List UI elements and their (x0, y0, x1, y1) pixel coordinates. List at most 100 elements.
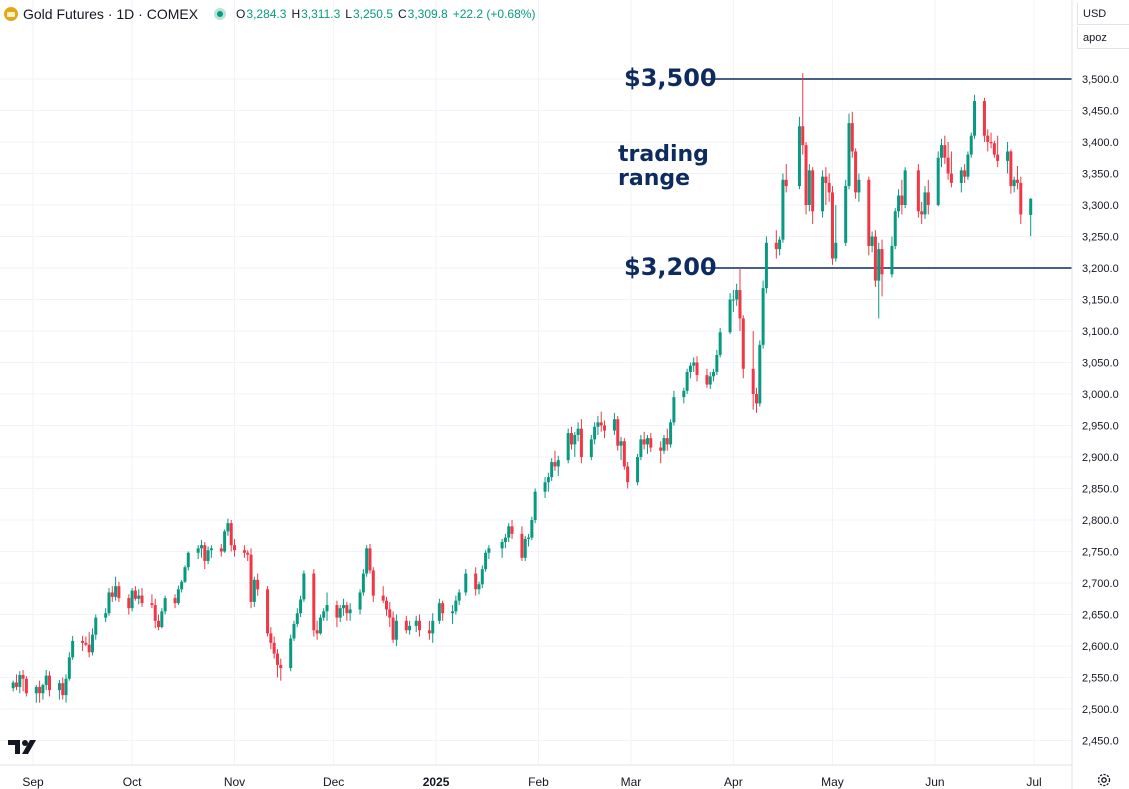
candle-body (358, 592, 362, 610)
symbol-title[interactable]: Gold Futures · 1D · COMEX (23, 6, 199, 22)
time-axis[interactable]: Sep Oct Nov Dec 2025 Feb Mar Apr May Jun Jul (0, 764, 1072, 789)
candle-body (480, 569, 484, 585)
candle-body (936, 157, 940, 205)
candle-body (821, 176, 825, 212)
candle-body (64, 678, 68, 696)
time-tick-label: Dec (323, 775, 344, 789)
candle-body (295, 613, 299, 624)
gold-coin-icon (4, 7, 18, 21)
candle-body (986, 135, 990, 142)
candle-body (754, 394, 758, 404)
candle-body (34, 686, 38, 694)
candle-body (160, 611, 164, 628)
candle-body (966, 154, 970, 177)
price-axis[interactable]: 2,450.0 2,500.0 2,550.0 2,600.0 2,650.0 2,700… (1071, 0, 1119, 789)
candle-body (384, 600, 388, 610)
candle-body (107, 592, 111, 614)
candle-body (223, 531, 227, 552)
candle-body (530, 520, 534, 538)
candle-body (507, 526, 511, 538)
candle-body (959, 170, 963, 183)
candle-body (920, 211, 924, 215)
candle-body (830, 192, 834, 259)
candle-body (203, 545, 207, 561)
candle-body (738, 290, 742, 319)
candle-body (550, 462, 554, 478)
candle-body (649, 438, 653, 448)
low-value: L3,250.5 (345, 7, 393, 21)
candle-body (735, 290, 739, 300)
candle-body (451, 611, 455, 614)
candle-body (612, 419, 616, 431)
candle-body (371, 570, 375, 596)
grid-lines (0, 0, 1072, 765)
candle-body (348, 609, 352, 614)
candle-body (57, 683, 61, 691)
candle-body (312, 573, 316, 631)
candle-body (523, 538, 527, 558)
candle-body (18, 674, 22, 687)
candle-body (322, 611, 326, 618)
candle-body (527, 537, 531, 539)
price-tick-label: 2,850.0 (1082, 484, 1119, 496)
candle-body (903, 170, 907, 205)
candle-body (761, 288, 765, 345)
scale-unit-button[interactable]: apoz (1077, 27, 1129, 49)
candle-body (408, 625, 412, 631)
currency-button[interactable]: USD (1077, 3, 1129, 25)
candle-body (1015, 179, 1019, 183)
candle-body (695, 362, 699, 376)
candle-body (877, 249, 881, 281)
candle-body (715, 354, 719, 372)
candle-body (441, 603, 445, 614)
candle-body (996, 154, 1000, 161)
candle-body (427, 630, 431, 634)
candle-body (900, 195, 904, 205)
candle-body (81, 640, 85, 643)
candle-body (368, 548, 372, 571)
candle-body (662, 438, 666, 451)
candle-body (688, 365, 692, 372)
candle-body (315, 630, 319, 634)
candle-body (569, 433, 573, 445)
candle-body (163, 598, 167, 612)
candle-body (824, 176, 828, 183)
high-label: H (291, 7, 301, 21)
candle-body (318, 617, 322, 634)
chart-legend: Gold Futures · 1D · COMEX O3,284.3 H3,31… (4, 5, 540, 23)
price-tick-label: 2,650.0 (1082, 610, 1119, 622)
time-tick-label: Jun (925, 775, 944, 789)
candle-body (365, 548, 369, 574)
candle-body (764, 242, 768, 289)
candle-body (844, 186, 848, 243)
candle-body (272, 642, 276, 654)
open-label: O (236, 7, 246, 21)
candle-body (41, 685, 45, 694)
candle-body (342, 605, 346, 609)
candle-body (781, 179, 785, 240)
candle-body (292, 623, 296, 639)
candle-body (880, 249, 884, 275)
candle-body (90, 634, 94, 653)
candle-body (137, 595, 141, 599)
tradingview-logo[interactable] (8, 738, 42, 756)
candle-body (804, 145, 808, 205)
candle-body (104, 613, 108, 618)
gear-icon[interactable] (1096, 772, 1112, 788)
candle-body (431, 620, 435, 634)
candle-body (593, 426, 597, 440)
candle-body (117, 586, 121, 599)
candle-body (110, 592, 114, 597)
candle-body (543, 482, 547, 492)
candle-body (645, 438, 649, 445)
candle-body (890, 245, 894, 275)
candle-body (556, 460, 560, 467)
candle-body (847, 123, 851, 187)
candle-body (256, 579, 260, 590)
candle-body (893, 211, 897, 246)
market-status-dot-icon[interactable] (214, 8, 227, 20)
time-tick-label: Jul (1026, 775, 1041, 789)
candle-body (14, 682, 18, 687)
candle-body (186, 552, 190, 568)
